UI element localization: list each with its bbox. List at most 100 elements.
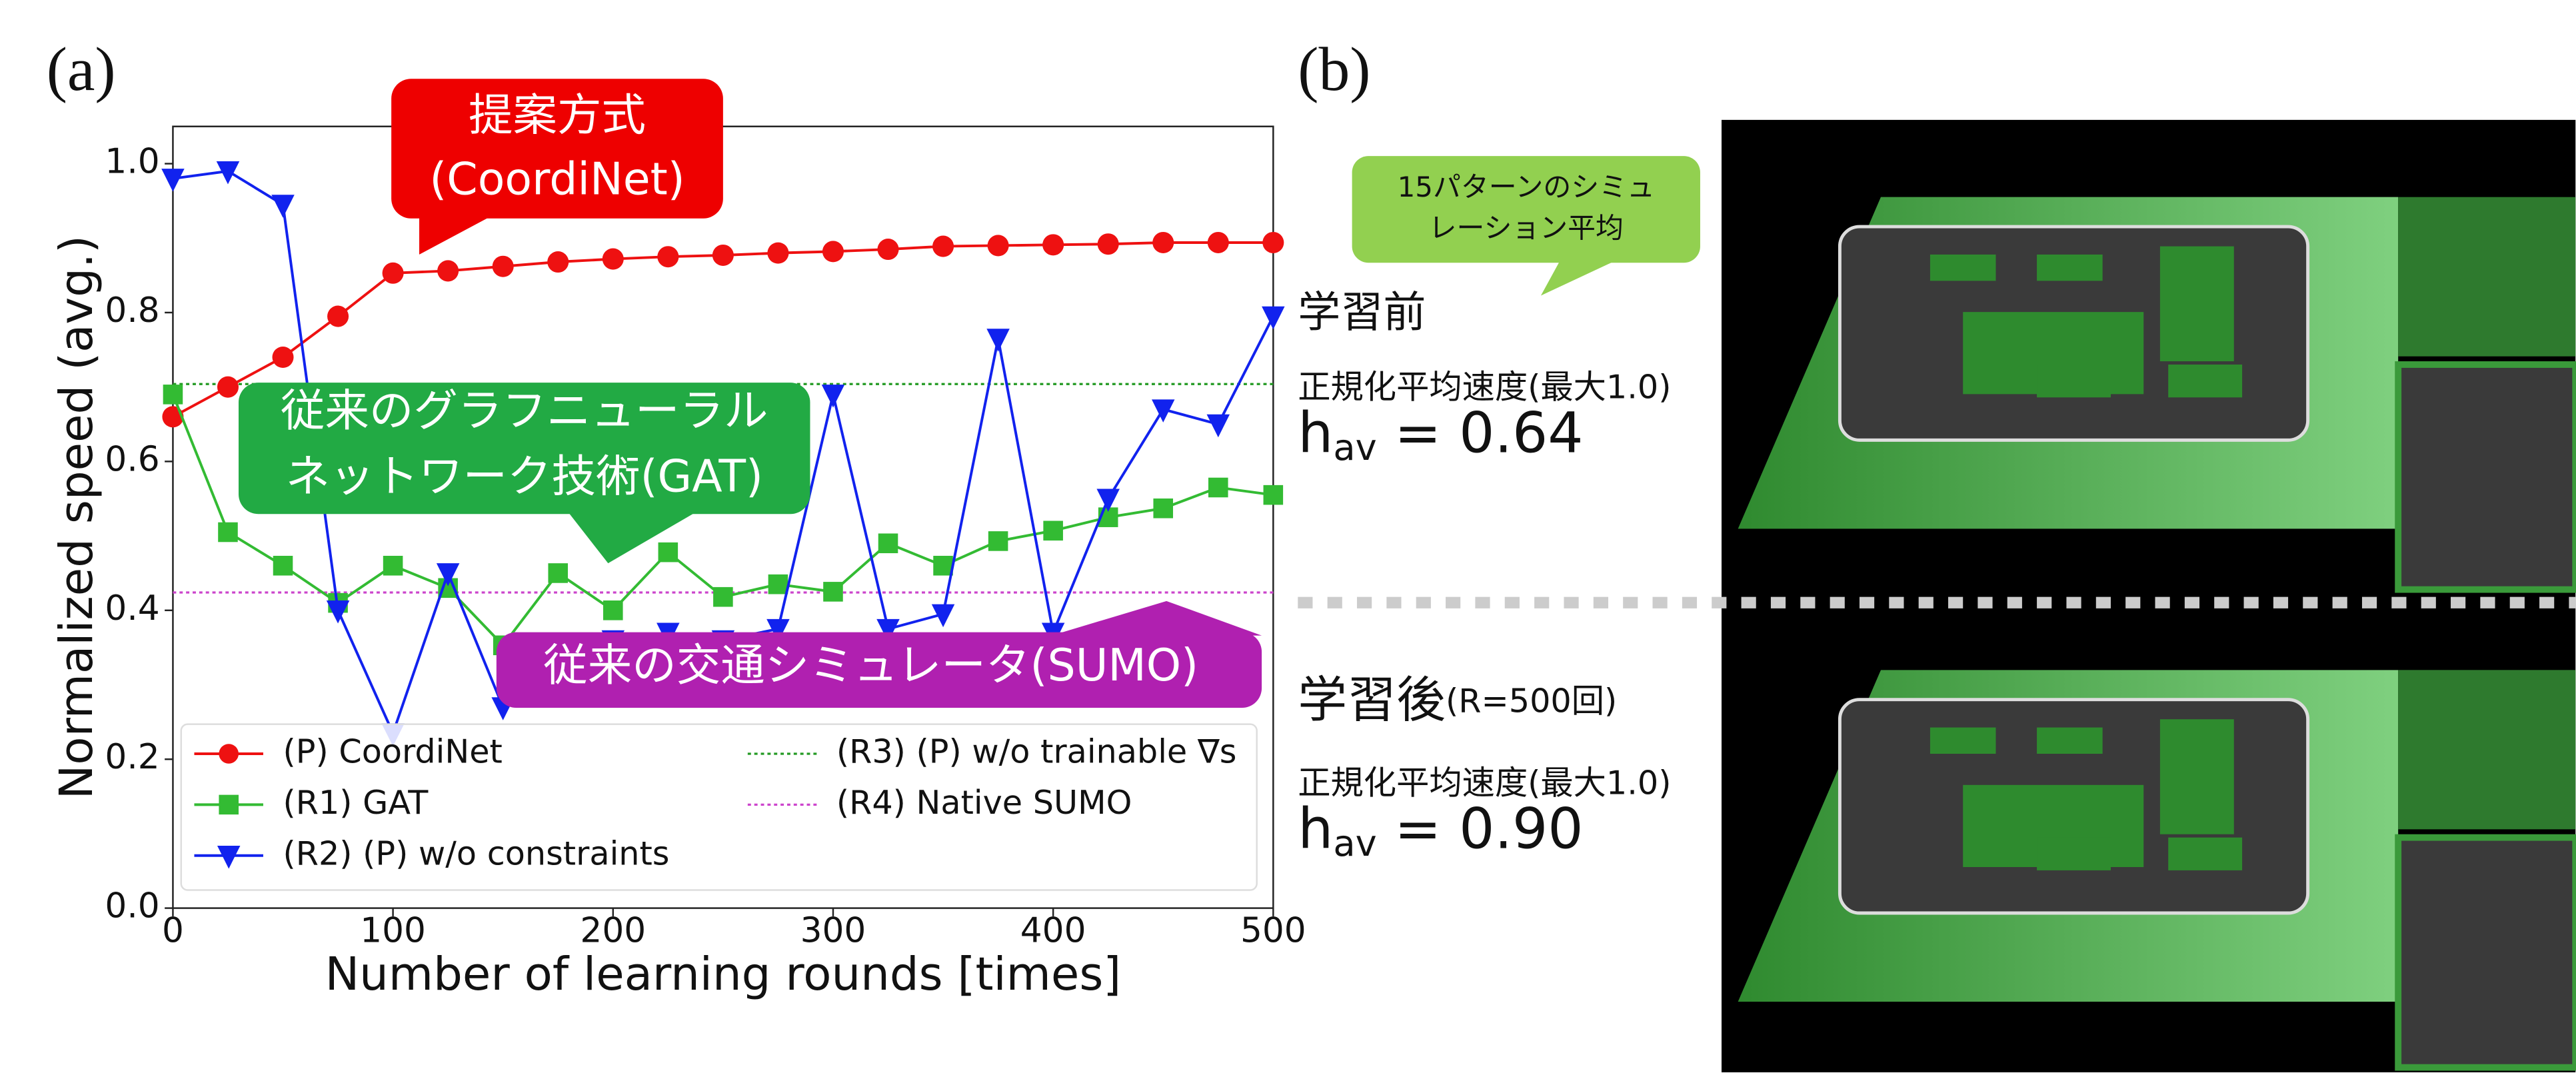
callout-text: ネットワーク技術(GAT)	[285, 451, 763, 503]
subscript: av	[1333, 427, 1376, 469]
marker	[326, 600, 350, 624]
marker	[767, 242, 789, 264]
marker	[1208, 477, 1228, 498]
y-tick-label: 0.2	[105, 737, 159, 777]
callout-tail	[419, 215, 493, 255]
marker	[437, 260, 459, 282]
bubble: 15パターンのシミュ レーション平均	[1352, 156, 1700, 296]
marker	[931, 604, 955, 628]
marker	[273, 555, 293, 576]
symbol: h	[1298, 400, 1333, 465]
marker	[987, 235, 1009, 257]
callout-box	[238, 383, 810, 515]
marker	[1153, 498, 1174, 519]
marker	[271, 195, 295, 218]
marker	[492, 255, 514, 277]
metric-label: 正規化平均速度(最大1.0)	[1298, 367, 1671, 406]
marker	[1207, 231, 1229, 253]
marker	[657, 246, 679, 268]
title: 学習後	[1298, 671, 1446, 728]
x-axis-label: Number of learning rounds [times]	[325, 948, 1122, 1001]
value-text: = 0.90	[1377, 796, 1584, 861]
marker	[1042, 234, 1064, 256]
marker	[933, 555, 953, 576]
callout-text: 従来のグラフニューラル	[281, 385, 768, 437]
marker	[548, 563, 569, 583]
value-text: = 0.64	[1377, 400, 1584, 465]
marker	[986, 329, 1010, 352]
marker	[766, 618, 790, 642]
marker	[1206, 414, 1230, 438]
bubble-text: 15パターンのシミュ	[1398, 171, 1655, 203]
marker	[1263, 485, 1284, 505]
marker	[163, 385, 183, 405]
legend-label: (R3) (P) w/o trainable ∇s	[836, 732, 1237, 770]
legend-box	[180, 723, 1258, 891]
y-axis-label: Normalized speed (avg.)	[50, 235, 103, 799]
marker	[768, 574, 788, 594]
marker	[382, 262, 404, 284]
marker	[713, 586, 733, 607]
x-tick-label: 300	[800, 911, 866, 951]
metric-label: 正規化平均速度(最大1.0)	[1298, 763, 1671, 802]
legend-label: (R2) (P) w/o constraints	[283, 834, 670, 872]
y-tick-label: 0.6	[105, 439, 159, 479]
marker	[658, 542, 678, 562]
legend: (P) CoordiNet (R1) GAT (R2) (P) w/o constr…	[180, 723, 1258, 891]
marker	[1262, 231, 1284, 253]
marker	[1043, 521, 1063, 541]
callout: 提案方式 (CoordiNet)	[391, 79, 723, 255]
panel-label: (a)	[47, 35, 116, 104]
marker	[822, 241, 844, 263]
marker	[1096, 489, 1120, 512]
legend-marker	[219, 744, 239, 764]
legend-marker	[219, 794, 239, 815]
y-tick-label: 0.8	[105, 291, 159, 331]
marker	[436, 563, 460, 586]
marker	[383, 555, 403, 576]
marker	[932, 235, 954, 257]
marker	[602, 248, 624, 270]
marker	[218, 522, 238, 542]
marker	[876, 618, 900, 642]
marker	[161, 169, 185, 192]
legend-marker	[217, 845, 241, 869]
marker	[603, 600, 623, 620]
after-title: 学習後(R=500回)	[1298, 671, 1617, 728]
legend-label: (R4) Native SUMO	[836, 783, 1132, 822]
marker	[547, 251, 569, 273]
marker	[1152, 231, 1174, 253]
bubble-text: レーション平均	[1429, 211, 1624, 244]
marker	[821, 385, 845, 408]
y-tick-label: 0.4	[105, 588, 159, 628]
note: (R=500回)	[1446, 681, 1617, 720]
before-title: 学習前	[1298, 289, 1426, 338]
subscript: av	[1333, 822, 1376, 864]
symbol: h	[1298, 796, 1333, 861]
callout-box	[391, 79, 723, 219]
callout: 従来の交通シミュレータ(SUMO)	[496, 600, 1262, 708]
marker	[988, 531, 1008, 551]
legend-label: (R1) GAT	[283, 783, 429, 822]
marker	[823, 582, 843, 602]
marker	[878, 533, 898, 554]
marker	[216, 161, 240, 185]
callout-text: 従来の交通シミュレータ(SUMO)	[543, 639, 1198, 691]
metric-value: hav = 0.90	[1298, 796, 1583, 864]
metric-value: hav = 0.64	[1298, 400, 1583, 468]
x-tick-label: 500	[1240, 911, 1306, 951]
x-tick-label: 400	[1020, 911, 1086, 951]
marker	[272, 346, 294, 369]
y-tick-label: 1.0	[105, 142, 159, 182]
marker	[877, 239, 899, 261]
x-tick-label: 100	[360, 911, 426, 951]
y-tick-label: 0.0	[105, 886, 159, 926]
legend-label: (P) CoordiNet	[283, 732, 503, 770]
simulation-images	[1298, 119, 2576, 1072]
callout-box	[496, 632, 1262, 708]
callout-tail	[567, 511, 698, 564]
marker	[217, 376, 239, 398]
